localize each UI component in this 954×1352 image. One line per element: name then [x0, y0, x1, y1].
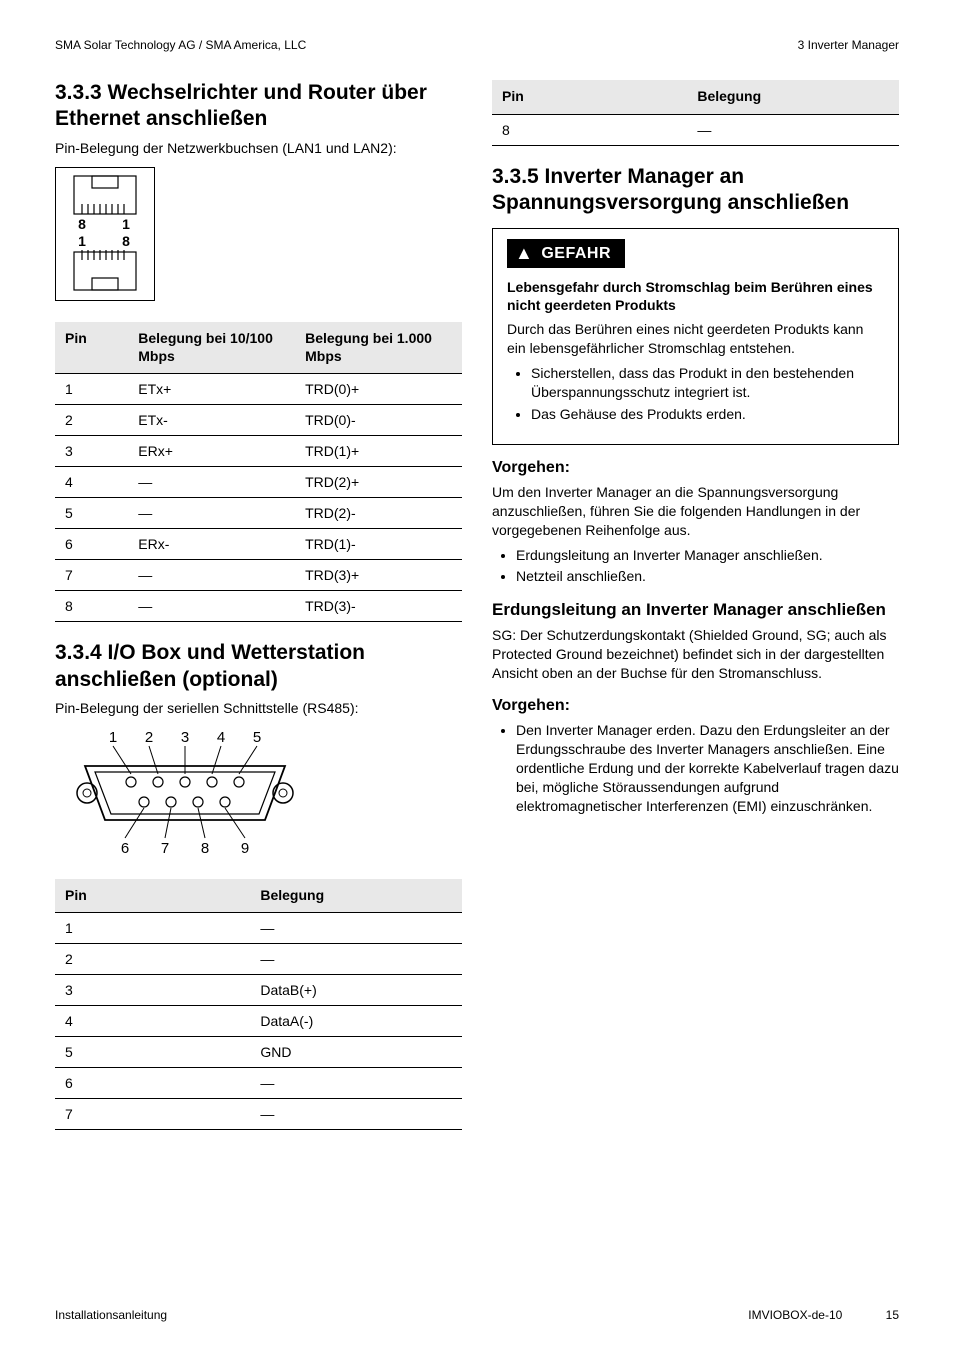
tr-header-belegung: Belegung: [687, 80, 899, 114]
svg-text:9: 9: [241, 840, 249, 857]
danger-body: Durch das Berühren eines nicht geerdeten…: [507, 320, 884, 358]
table-row: 7—TRD(3)+: [55, 560, 462, 591]
rs485-pin-table: Pin Belegung 1—2—3DataB(+)4DataA(-)5GND6…: [55, 879, 462, 1131]
ethernet-table-body: 1ETx+TRD(0)+2ETx-TRD(0)-3ERx+TRD(1)+4—TR…: [55, 374, 462, 622]
svg-text:2: 2: [145, 729, 153, 746]
eth-header-1000: Belegung bei 1.000 Mbps: [295, 322, 462, 374]
svg-text:1: 1: [122, 216, 130, 232]
rj45-svg: 8 1 1 8: [62, 174, 148, 294]
footer-right: IMVIOBOX-de-10 15: [748, 1308, 899, 1322]
rs485-diagram: 1 2 3 4 5: [65, 728, 462, 863]
section-333-caption: Pin-Belegung der Netzwerkbuchsen (LAN1 u…: [55, 139, 462, 158]
top-right-header-row: Pin Belegung: [492, 80, 899, 114]
header-right: 3 Inverter Manager: [798, 38, 899, 52]
top-right-table-body: 8—: [492, 114, 899, 145]
table-row: 2—: [55, 944, 462, 975]
table-row: 7—: [55, 1099, 462, 1130]
rs485-bottom-labels: 6 7 8 9: [121, 840, 249, 857]
ethernet-table-header-row: Pin Belegung bei 10/100 Mbps Belegung be…: [55, 322, 462, 374]
svg-text:7: 7: [161, 840, 169, 857]
rs485-table-body: 1—2—3DataB(+)4DataA(-)5GND6—7—: [55, 913, 462, 1130]
eth-header-100: Belegung bei 10/100 Mbps: [128, 322, 295, 374]
section-334-title: 3.3.4 I/O Box und Wetterstation anschlie…: [55, 640, 462, 693]
content-columns: 3.3.3 Wechselrichter und Router über Eth…: [55, 80, 899, 1148]
vorgehen2-heading: Vorgehen:: [492, 697, 899, 715]
table-row: 2ETx-TRD(0)-: [55, 405, 462, 436]
danger-bullets: Sicherstellen, dass das Produkt in den b…: [507, 364, 884, 424]
vorgehen2-bullets: Den Inverter Manager erden. Dazu den Erd…: [492, 721, 899, 815]
page-header: SMA Solar Technology AG / SMA America, L…: [55, 38, 899, 52]
svg-text:5: 5: [253, 729, 261, 746]
list-item: Sicherstellen, dass das Produkt in den b…: [531, 364, 884, 402]
vorgehen1-bullets: Erdungsleitung an Inverter Manager ansch…: [492, 546, 899, 587]
section-333-title: 3.3.3 Wechselrichter und Router über Eth…: [55, 80, 462, 133]
list-item: Netzteil anschließen.: [516, 567, 899, 586]
tr-header-pin: Pin: [492, 80, 687, 114]
list-item: Das Gehäuse des Produkts erden.: [531, 405, 884, 424]
rj45-diagram: 8 1 1 8: [55, 167, 155, 301]
right-column: Pin Belegung 8— 3.3.5 Inverter Manager a…: [492, 80, 899, 1148]
eth-header-pin: Pin: [55, 322, 128, 374]
warning-icon: ▲: [515, 243, 533, 264]
header-left: SMA Solar Technology AG / SMA America, L…: [55, 38, 306, 52]
danger-title: Lebensgefahr durch Stromschlag beim Berü…: [507, 278, 884, 314]
rs485-header-pin: Pin: [55, 879, 250, 913]
left-column: 3.3.3 Wechselrichter und Router über Eth…: [55, 80, 462, 1148]
sub-body: SG: Der Schutzerdungskontakt (Shielded G…: [492, 626, 899, 683]
svg-text:8: 8: [78, 216, 86, 232]
table-row: 3DataB(+): [55, 975, 462, 1006]
top-right-table: Pin Belegung 8—: [492, 80, 899, 146]
table-row: 4—TRD(2)+: [55, 467, 462, 498]
table-row: 5GND: [55, 1037, 462, 1068]
table-row: 1ETx+TRD(0)+: [55, 374, 462, 405]
table-row: 8—TRD(3)-: [55, 591, 462, 622]
svg-text:1: 1: [78, 233, 86, 249]
danger-label-text: GEFAHR: [541, 245, 611, 263]
table-row: 5—TRD(2)-: [55, 498, 462, 529]
section-334-caption: Pin-Belegung der seriellen Schnittstelle…: [55, 699, 462, 718]
svg-text:8: 8: [122, 233, 130, 249]
table-row: 8—: [492, 114, 899, 145]
table-row: 3ERx+TRD(1)+: [55, 436, 462, 467]
svg-text:3: 3: [181, 729, 189, 746]
vorgehen1-heading: Vorgehen:: [492, 459, 899, 477]
danger-box: ▲ GEFAHR Lebensgefahr durch Stromschlag …: [492, 228, 899, 445]
rs485-top-labels: 1 2 3 4 5: [109, 729, 261, 746]
svg-text:1: 1: [109, 729, 117, 746]
table-row: 6ERx-TRD(1)-: [55, 529, 462, 560]
vorgehen1-body: Um den Inverter Manager an die Spannungs…: [492, 483, 899, 540]
list-item: Erdungsleitung an Inverter Manager ansch…: [516, 546, 899, 565]
rs485-table-header-row: Pin Belegung: [55, 879, 462, 913]
svg-text:4: 4: [217, 729, 225, 746]
table-row: 4DataA(-): [55, 1006, 462, 1037]
svg-text:6: 6: [121, 840, 129, 857]
svg-text:8: 8: [201, 840, 209, 857]
ethernet-pin-table: Pin Belegung bei 10/100 Mbps Belegung be…: [55, 322, 462, 622]
page-footer: Installationsanleitung IMVIOBOX-de-10 15: [55, 1308, 899, 1322]
footer-left: Installationsanleitung: [55, 1308, 167, 1322]
sub-heading: Erdungsleitung an Inverter Manager ansch…: [492, 600, 899, 620]
list-item: Den Inverter Manager erden. Dazu den Erd…: [516, 721, 899, 815]
rs485-header-belegung: Belegung: [250, 879, 462, 913]
table-row: 1—: [55, 913, 462, 944]
danger-label: ▲ GEFAHR: [507, 239, 625, 268]
section-335-title: 3.3.5 Inverter Manager an Spannungsverso…: [492, 164, 899, 217]
table-row: 6—: [55, 1068, 462, 1099]
rs485-svg: 1 2 3 4 5: [65, 728, 305, 858]
